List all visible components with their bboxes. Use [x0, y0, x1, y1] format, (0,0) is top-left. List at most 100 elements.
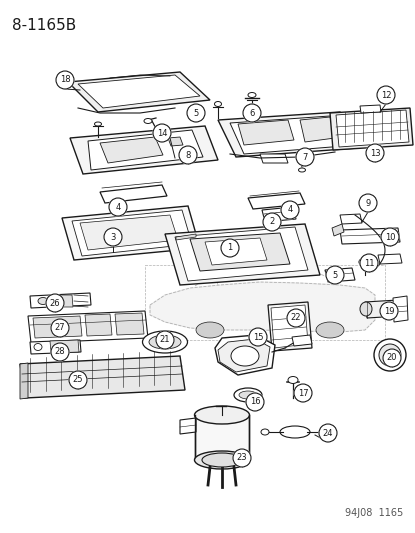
Text: 2: 2: [269, 217, 275, 227]
Polygon shape: [230, 116, 344, 154]
Text: 94J08  1165: 94J08 1165: [345, 508, 403, 518]
Ellipse shape: [385, 350, 395, 360]
Ellipse shape: [379, 344, 401, 366]
Circle shape: [377, 86, 395, 104]
Polygon shape: [80, 215, 178, 250]
Ellipse shape: [288, 376, 298, 384]
Polygon shape: [85, 314, 112, 336]
Text: 11: 11: [364, 259, 374, 268]
Polygon shape: [340, 214, 362, 224]
Text: 27: 27: [55, 324, 65, 333]
Polygon shape: [336, 110, 409, 147]
Circle shape: [69, 371, 87, 389]
Polygon shape: [58, 295, 73, 307]
Circle shape: [383, 349, 401, 367]
Text: 21: 21: [160, 335, 170, 344]
Circle shape: [179, 146, 197, 164]
Text: 13: 13: [370, 149, 380, 157]
Circle shape: [221, 239, 239, 257]
Polygon shape: [70, 126, 218, 174]
Polygon shape: [325, 268, 355, 282]
Circle shape: [46, 294, 64, 312]
Text: 16: 16: [250, 398, 260, 407]
Text: 8: 8: [186, 150, 190, 159]
Polygon shape: [360, 105, 381, 113]
Ellipse shape: [196, 322, 224, 338]
Circle shape: [243, 104, 261, 122]
Polygon shape: [88, 130, 203, 170]
Polygon shape: [180, 418, 196, 434]
Ellipse shape: [316, 322, 344, 338]
Circle shape: [153, 124, 171, 142]
Circle shape: [109, 198, 127, 216]
Text: 20: 20: [387, 353, 397, 362]
Text: 4: 4: [287, 206, 293, 214]
Ellipse shape: [248, 93, 256, 98]
Polygon shape: [30, 340, 81, 354]
Text: 22: 22: [291, 313, 301, 322]
Text: 18: 18: [60, 76, 70, 85]
Polygon shape: [205, 238, 267, 265]
Text: 12: 12: [381, 91, 391, 100]
Polygon shape: [260, 154, 288, 163]
Text: 4: 4: [115, 203, 121, 212]
Polygon shape: [20, 363, 28, 399]
Text: 15: 15: [253, 333, 263, 342]
Circle shape: [287, 309, 305, 327]
Text: 3: 3: [110, 232, 116, 241]
Polygon shape: [68, 72, 210, 112]
Ellipse shape: [261, 429, 269, 435]
Polygon shape: [330, 108, 413, 150]
Ellipse shape: [144, 118, 152, 124]
Polygon shape: [292, 335, 312, 346]
Circle shape: [246, 393, 264, 411]
Text: 19: 19: [384, 306, 394, 316]
Polygon shape: [30, 293, 91, 308]
Circle shape: [326, 266, 344, 284]
Ellipse shape: [195, 451, 249, 469]
Text: 5: 5: [193, 109, 199, 117]
Text: 10: 10: [385, 232, 395, 241]
Circle shape: [281, 201, 299, 219]
Circle shape: [380, 302, 398, 320]
Circle shape: [233, 449, 251, 467]
Text: 26: 26: [50, 298, 60, 308]
Polygon shape: [268, 302, 312, 351]
Circle shape: [359, 194, 377, 212]
Polygon shape: [332, 224, 344, 236]
Circle shape: [360, 254, 378, 272]
Circle shape: [187, 104, 205, 122]
Text: 28: 28: [55, 348, 65, 357]
Ellipse shape: [95, 122, 102, 126]
Ellipse shape: [142, 331, 188, 353]
Polygon shape: [100, 185, 167, 203]
Polygon shape: [115, 313, 144, 335]
Ellipse shape: [239, 391, 257, 399]
Polygon shape: [378, 254, 402, 264]
Polygon shape: [218, 339, 270, 372]
Polygon shape: [28, 311, 148, 343]
Polygon shape: [248, 193, 305, 209]
Polygon shape: [72, 210, 192, 256]
Polygon shape: [175, 227, 308, 281]
Text: 23: 23: [237, 454, 247, 463]
Polygon shape: [238, 120, 294, 145]
Circle shape: [104, 228, 122, 246]
Polygon shape: [50, 340, 79, 353]
Polygon shape: [271, 305, 308, 348]
Ellipse shape: [359, 258, 371, 266]
Text: 17: 17: [298, 389, 308, 398]
Circle shape: [366, 144, 384, 162]
Ellipse shape: [231, 346, 259, 366]
Text: 14: 14: [157, 128, 167, 138]
Polygon shape: [190, 233, 290, 271]
Ellipse shape: [280, 426, 310, 438]
Polygon shape: [168, 137, 183, 146]
Text: 25: 25: [73, 376, 83, 384]
Text: 6: 6: [249, 109, 255, 117]
Ellipse shape: [149, 335, 181, 349]
Polygon shape: [62, 206, 200, 260]
Circle shape: [51, 343, 69, 361]
Polygon shape: [78, 75, 200, 108]
Polygon shape: [300, 117, 335, 142]
